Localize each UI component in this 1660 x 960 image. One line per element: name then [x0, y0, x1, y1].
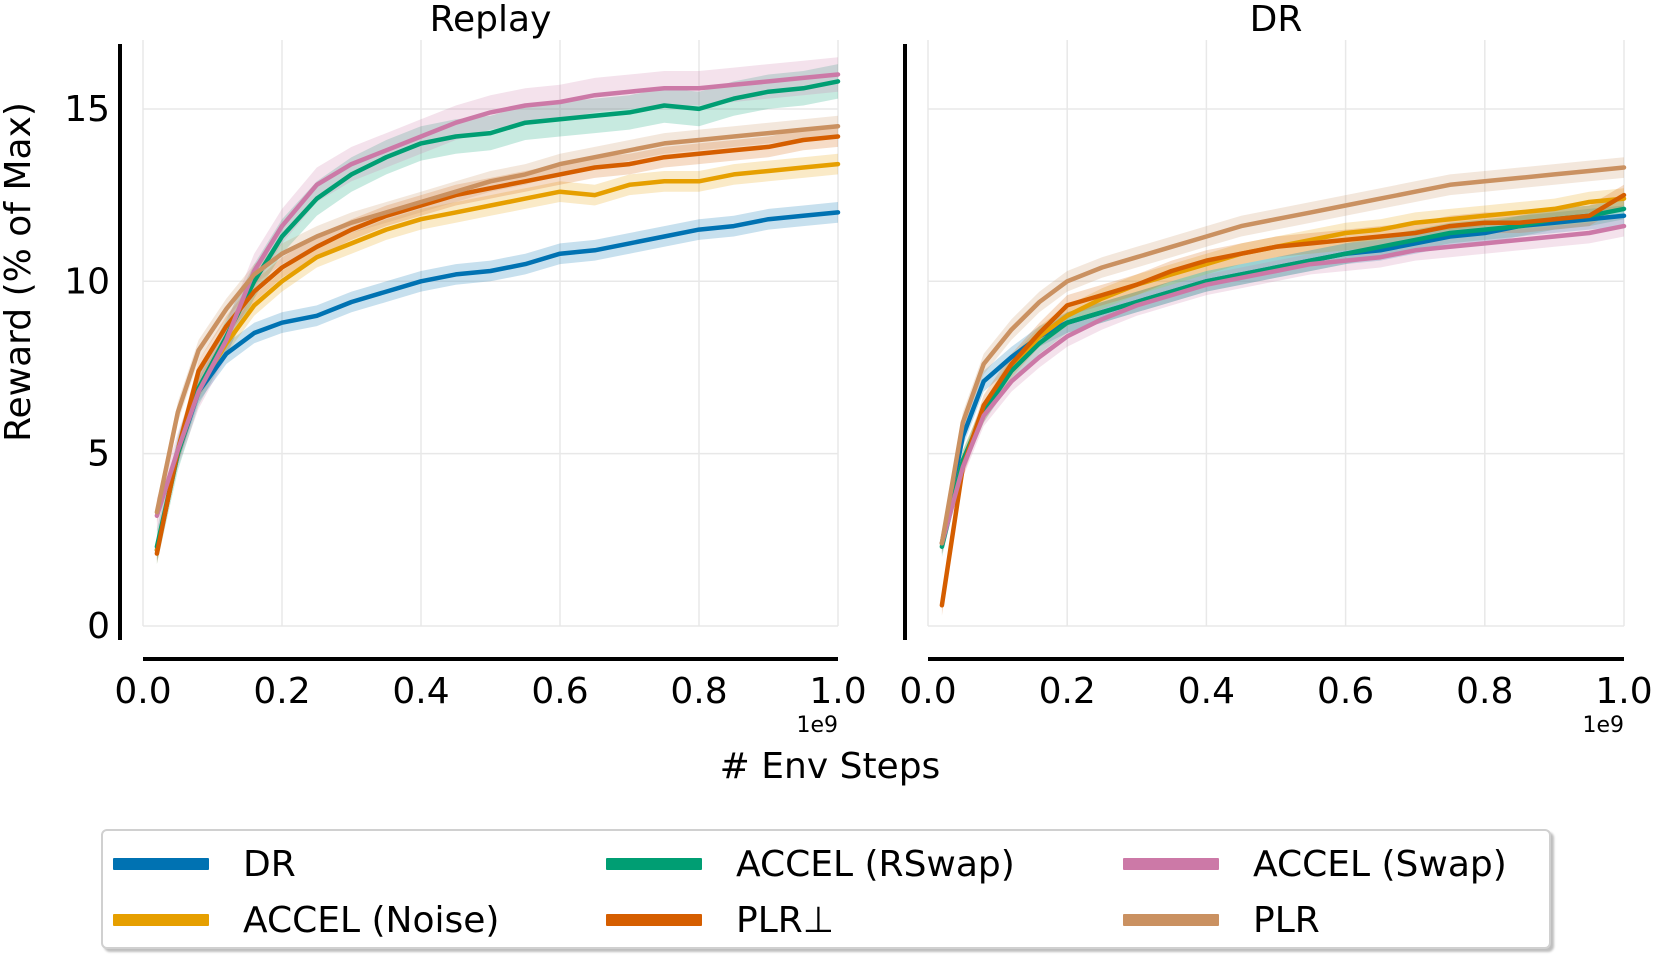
x-tick-label: 0.8 — [1456, 671, 1513, 712]
legend-item-plr: PLR — [1123, 895, 1320, 945]
legend-item-accel-rswap: ACCEL (RSwap) — [606, 839, 1015, 889]
series-band-3 — [156, 126, 838, 564]
series-band-0 — [156, 202, 838, 561]
x-tick-label: 1.0 — [809, 671, 866, 712]
legend-swatch-accel-swap — [1123, 858, 1219, 870]
series-line-4 — [154, 72, 841, 518]
x-tick-label: 0.8 — [670, 671, 727, 712]
x-tick-label: 0.6 — [531, 671, 588, 712]
legend-label-accel-swap: ACCEL (Swap) — [1253, 843, 1507, 885]
series-line-3 — [939, 192, 1627, 608]
series-line-5 — [939, 165, 1627, 546]
x-tick-label: 1.0 — [1595, 671, 1652, 712]
y-tick-label: 10 — [64, 261, 110, 302]
legend-label-dr: DR — [243, 843, 296, 885]
x-tick-label: 0.4 — [1178, 671, 1235, 712]
panel-title: Replay — [430, 0, 552, 40]
series-line-4 — [939, 223, 1627, 546]
legend-swatch-accel-rswap — [606, 858, 702, 870]
x-tick-label: 0.0 — [114, 671, 171, 712]
legend-swatch-accel-noise — [113, 914, 209, 926]
series-band-1 — [156, 153, 838, 561]
series-line-0 — [154, 210, 841, 553]
legend-item-plr-perp: PLR⊥ — [606, 895, 834, 945]
y-axis-label: Reward (% of Max) — [0, 102, 39, 442]
legend-swatch-dr — [113, 858, 209, 870]
y-tick-label: 0 — [87, 606, 110, 647]
legend-label-accel-noise: ACCEL (Noise) — [243, 899, 500, 941]
series-line-1 — [154, 161, 841, 553]
legend-item-accel-noise: ACCEL (Noise) — [113, 895, 499, 945]
legend-item-dr: DR — [113, 839, 296, 889]
y-tick-label: 15 — [64, 89, 110, 130]
legend-label-accel-rswap: ACCEL (RSwap) — [736, 843, 1015, 885]
x-offset-label: 1e9 — [1582, 713, 1624, 738]
series-band-5 — [941, 157, 1624, 554]
panel-0: 0.0 0.2 0.4 0.6 0.8 1.0 0 5 10 15 1e9 Replay — [64, 0, 866, 738]
x-tick-label: 0.0 — [899, 671, 956, 712]
series-line-5 — [154, 123, 841, 515]
legend-swatch-plr-perp — [606, 914, 702, 926]
legend: DR ACCEL (RSwap) ACCEL (Swap) ACCEL (Noi… — [101, 829, 1551, 949]
x-offset-label: 1e9 — [796, 713, 838, 738]
x-tick-label: 0.6 — [1317, 671, 1374, 712]
series-line-2 — [939, 206, 1627, 549]
x-axis-label: # Env Steps — [720, 746, 941, 787]
series-band-0 — [941, 205, 1624, 554]
legend-swatch-plr — [1123, 914, 1219, 926]
panel-title: DR — [1250, 0, 1303, 40]
y-tick-label: 5 — [87, 434, 110, 475]
x-tick-label: 0.4 — [392, 671, 449, 712]
legend-label-plr-perp: PLR⊥ — [736, 899, 835, 941]
x-tick-label: 0.2 — [1039, 671, 1096, 712]
legend-label-plr: PLR — [1253, 899, 1320, 941]
legend-item-accel-swap: ACCEL (Swap) — [1123, 839, 1507, 889]
x-tick-label: 0.2 — [253, 671, 310, 712]
